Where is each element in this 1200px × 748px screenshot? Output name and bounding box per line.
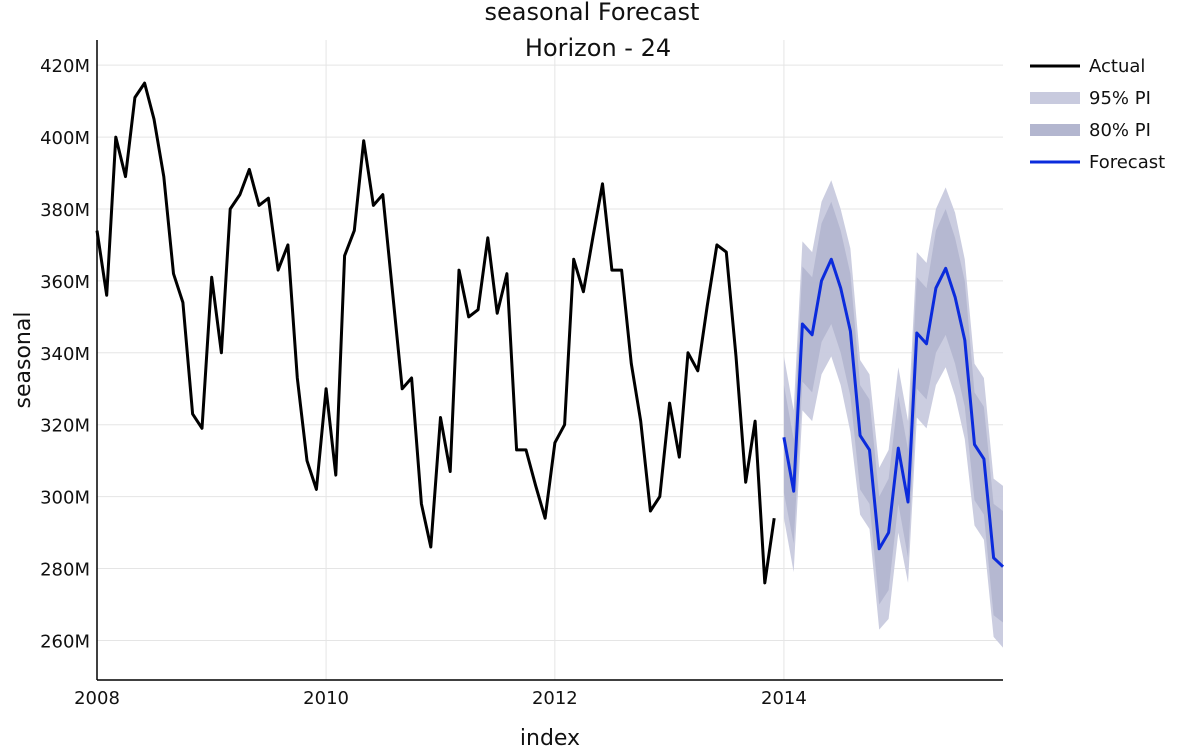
tick-labels: 260M 280M 300M 320M 340M 360M 380M 400M 420M 2008…: [40, 56, 807, 709]
legend: Actual 95% PI 80% PI Forecast: [1030, 56, 1165, 173]
legend-label: Forecast: [1089, 152, 1165, 173]
y-tick-label: 360M: [40, 272, 90, 293]
gridlines: [96, 40, 1003, 680]
y-tick-label: 280M: [40, 560, 90, 581]
y-axis-label: seasonal: [11, 312, 36, 409]
axes: [96, 40, 1003, 681]
x-tick-label: 2012: [532, 688, 578, 709]
series-lines: [95, 81, 1005, 585]
x-tick-label: 2008: [74, 688, 120, 709]
y-tick-label: 400M: [40, 128, 90, 149]
legend-label: 95% PI: [1089, 88, 1151, 109]
x-axis-label: index: [520, 726, 580, 748]
y-tick-label: 300M: [40, 488, 90, 509]
y-tick-label: 380M: [40, 200, 90, 221]
interval-bands: [783, 180, 1003, 648]
x-tick-label: 2014: [761, 688, 807, 709]
legend-swatch-95-pi: [1030, 92, 1080, 104]
y-tick-label: 320M: [40, 416, 90, 437]
y-tick-label: 420M: [40, 56, 90, 77]
band-80-pi: [783, 201, 1003, 623]
legend-label: Actual: [1089, 56, 1145, 77]
chart-title: seasonal Forecast: [485, 0, 700, 26]
y-tick-label: 340M: [40, 344, 90, 365]
legend-label: 80% PI: [1089, 120, 1151, 141]
legend-swatch-80-pi: [1030, 124, 1080, 136]
chart-subtitle: Horizon - 24: [525, 34, 671, 62]
y-tick-label: 260M: [40, 631, 90, 652]
series-line-forecast: [782, 257, 1005, 568]
x-tick-label: 2010: [303, 688, 349, 709]
series-line-actual: [95, 81, 776, 585]
